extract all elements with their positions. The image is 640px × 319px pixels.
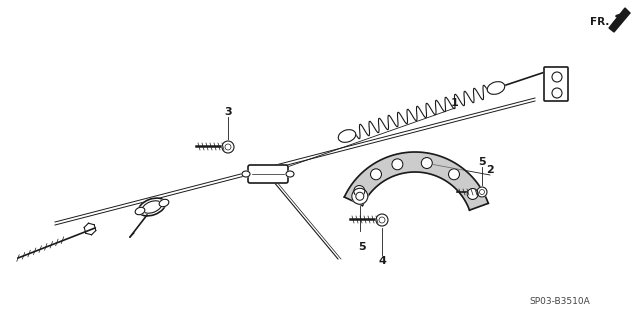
Ellipse shape [339, 130, 356, 142]
Circle shape [371, 169, 381, 180]
Text: 5: 5 [358, 242, 365, 252]
Text: SP03-B3510A: SP03-B3510A [530, 298, 590, 307]
Ellipse shape [135, 207, 145, 215]
Ellipse shape [143, 201, 161, 213]
Circle shape [356, 192, 364, 200]
Circle shape [552, 88, 562, 98]
Circle shape [552, 72, 562, 82]
Ellipse shape [242, 171, 250, 177]
Ellipse shape [159, 199, 169, 207]
Ellipse shape [286, 171, 294, 177]
Text: 5: 5 [478, 157, 486, 167]
Text: 2: 2 [486, 165, 494, 175]
Circle shape [222, 141, 234, 153]
Text: 1: 1 [451, 98, 459, 108]
Ellipse shape [487, 82, 505, 94]
Circle shape [449, 169, 460, 180]
Polygon shape [609, 8, 630, 32]
Ellipse shape [139, 198, 165, 216]
Circle shape [379, 217, 385, 223]
Circle shape [421, 158, 432, 168]
Circle shape [392, 159, 403, 170]
FancyBboxPatch shape [544, 67, 568, 101]
Text: 3: 3 [224, 107, 232, 117]
Circle shape [479, 189, 484, 195]
Circle shape [354, 185, 365, 197]
Polygon shape [344, 152, 488, 210]
Circle shape [376, 214, 388, 226]
Circle shape [352, 188, 368, 204]
Circle shape [225, 144, 231, 150]
Text: FR.: FR. [590, 17, 609, 27]
Circle shape [467, 189, 478, 199]
Text: 4: 4 [378, 256, 386, 266]
Circle shape [477, 187, 487, 197]
FancyBboxPatch shape [248, 165, 288, 183]
